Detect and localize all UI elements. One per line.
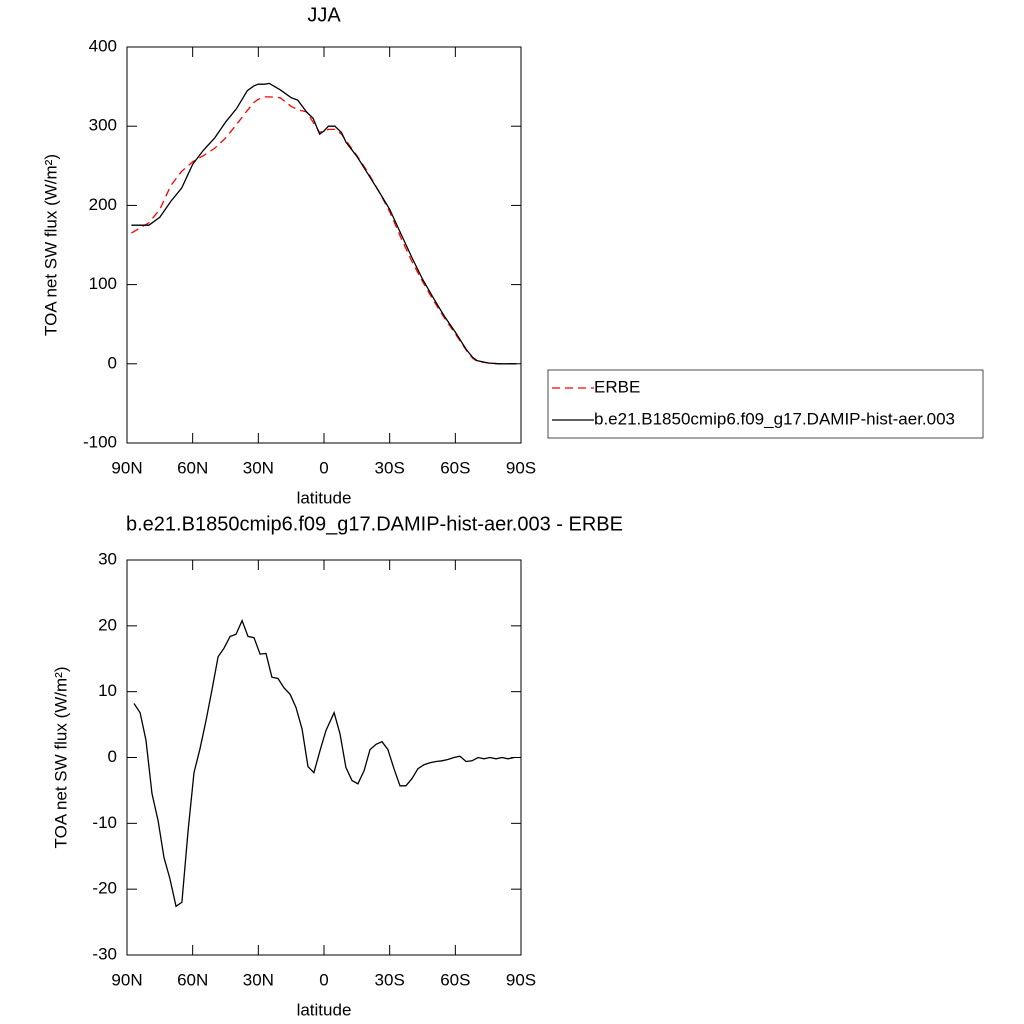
x-axis-label: latitude xyxy=(297,488,352,507)
y-tick-label: -10 xyxy=(92,813,117,832)
x-tick-label: 60S xyxy=(440,458,470,477)
y-tick-label: 30 xyxy=(98,549,117,568)
x-tick-label: 30S xyxy=(375,970,405,989)
plot-frame xyxy=(126,559,522,956)
x-tick-label: 90S xyxy=(506,458,536,477)
x-tick-label: 90N xyxy=(111,458,142,477)
y-tick-label: 400 xyxy=(89,36,117,55)
x-tick-label: 90N xyxy=(111,970,142,989)
legend-label: b.e21.B1850cmip6.f09_g17.DAMIP-hist-aer.… xyxy=(594,409,955,428)
y-tick-label: -100 xyxy=(83,432,117,451)
x-tick-label: 0 xyxy=(319,970,328,989)
y-axis-label: TOA net SW flux (W/m²) xyxy=(41,154,60,336)
legend-label: ERBE xyxy=(594,377,640,396)
data-line xyxy=(133,618,515,908)
y-tick-label: -20 xyxy=(92,879,117,898)
chart-title: b.e21.B1850cmip6.f09_g17.DAMIP-hist-aer.… xyxy=(126,513,623,535)
x-tick-label: 60N xyxy=(177,970,208,989)
y-tick-label: 200 xyxy=(89,195,117,214)
x-tick-label: 90S xyxy=(506,970,536,989)
plot-frame xyxy=(126,46,522,444)
x-tick-label: 30S xyxy=(375,458,405,477)
legend-frame xyxy=(547,369,984,439)
y-tick-label: 0 xyxy=(108,747,117,766)
x-tick-label: 30N xyxy=(243,970,274,989)
x-tick-label: 0 xyxy=(319,458,328,477)
y-axis-label: TOA net SW flux (W/m²) xyxy=(51,667,70,849)
y-tick-label: 100 xyxy=(89,274,117,293)
chart-title: JJA xyxy=(307,4,341,26)
x-tick-label: 60N xyxy=(177,458,208,477)
y-tick-label: -30 xyxy=(92,944,117,963)
data-line xyxy=(131,96,517,365)
data-line xyxy=(131,82,517,365)
y-tick-label: 0 xyxy=(108,353,117,372)
y-tick-label: 20 xyxy=(98,615,117,634)
x-tick-label: 60S xyxy=(440,970,470,989)
x-axis-label: latitude xyxy=(297,1000,352,1019)
x-tick-label: 30N xyxy=(243,458,274,477)
y-tick-label: 10 xyxy=(98,681,117,700)
y-tick-label: 300 xyxy=(89,116,117,135)
